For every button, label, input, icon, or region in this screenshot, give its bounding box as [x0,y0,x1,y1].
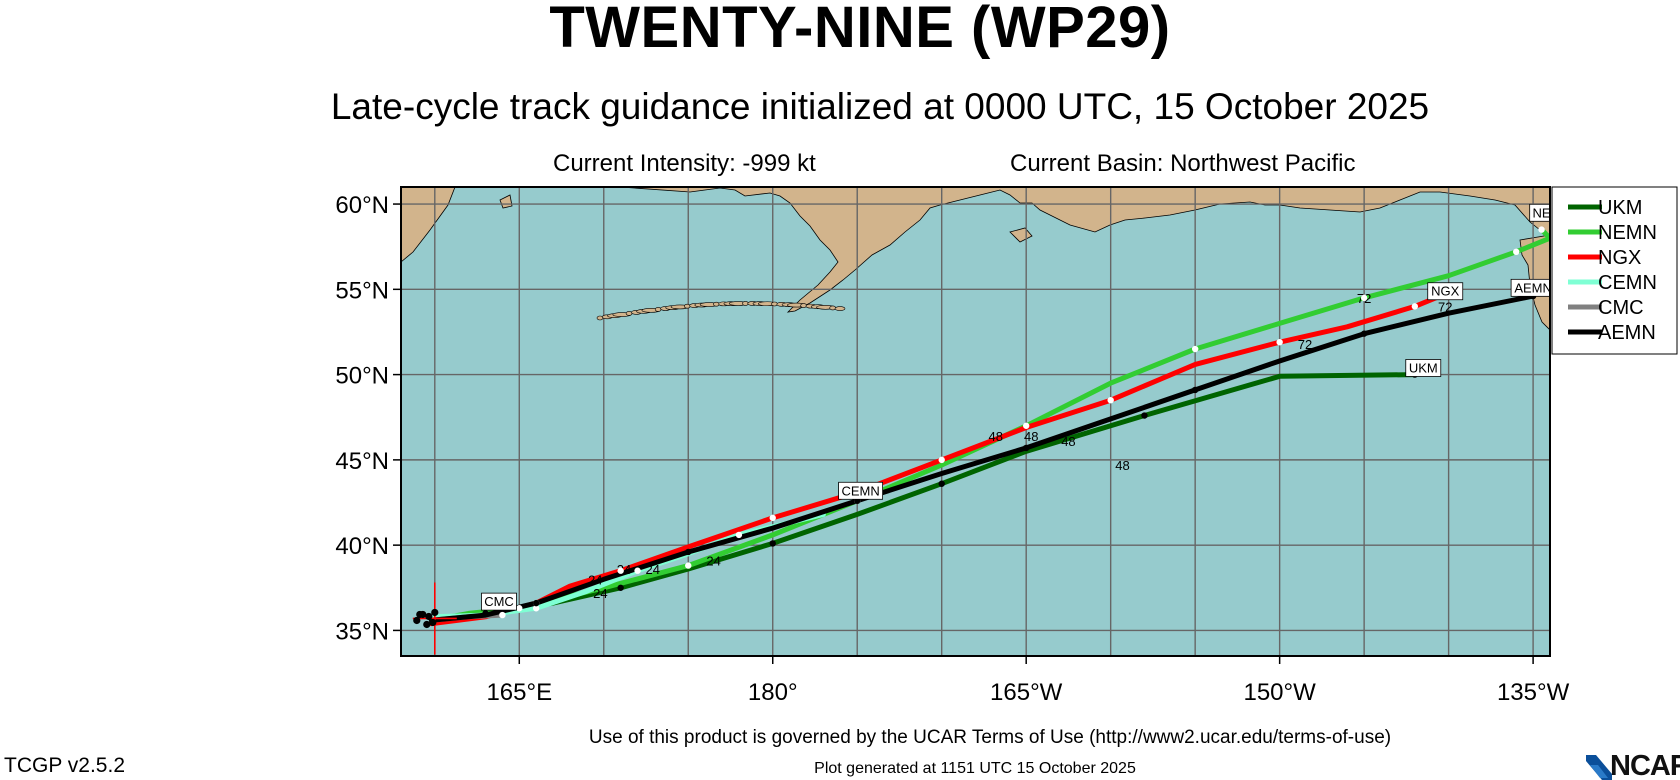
track-dot [1513,248,1520,256]
track-map: 242424242448484848727272 CMCCEMNUKMNGXAE… [335,186,1678,706]
track-dot [938,456,945,464]
track-label-nemn: NEMN [1533,205,1571,220]
track-label-box [838,481,883,500]
track-dot [1107,396,1114,404]
track-label-cemn: CEMN [841,483,879,498]
track-dot [685,548,692,556]
track-dot [735,531,743,539]
track-dot [1538,226,1545,233]
forecast-hour-label: 24 [593,586,607,601]
track-dot [1191,345,1199,353]
legend-label-aemn: AEMN [1598,322,1656,344]
land-siberia-alaska [496,187,1550,313]
lat-label: 60°N [335,192,389,219]
ncar-logo: NCAR [1586,752,1680,780]
lat-label: 45°N [335,448,389,475]
initial-dot [429,618,437,627]
lat-label: 55°N [335,277,389,304]
lon-label: 165°W [990,679,1063,706]
forecast-hour-label: 48 [989,429,1003,444]
track-dot [1360,330,1368,337]
aleutian-island [834,306,846,311]
track-dot [1411,303,1419,310]
track-dot [1191,386,1199,394]
lon-label: 150°W [1243,679,1316,706]
terms-of-use: Use of this product is governed by the U… [588,727,1392,748]
lat-label: 35°N [335,618,389,645]
track-label-cmc: CMC [484,594,514,609]
ncar-logo-mark-icon [1586,755,1612,780]
forecast-hour-label: 24 [646,562,660,577]
track-dot [769,514,776,522]
track-label-box [1405,359,1442,377]
track-dot [769,540,776,547]
track-dot [938,480,945,487]
forecast-hour-label: 24 [706,554,720,569]
forecast-hour-label: 48 [1115,458,1129,473]
track-dot [482,610,489,617]
legend-label-cmc: CMC [1598,297,1644,319]
ncar-logo-text: NCAR [1610,752,1680,780]
forecast-hour-label: 72 [1438,299,1452,314]
lat-label: 50°N [335,363,389,390]
track-end-labels: CMC CEMN UKM NGX AEMN NEMN [481,203,1571,611]
forecast-hour-label: 24 [588,572,602,587]
track-label-box [481,592,517,611]
legend-box [1551,186,1678,355]
initial-dot [423,620,431,629]
track-dot [1141,412,1148,419]
current-intensity: Current Intensity: -999 kt [553,150,816,177]
track-label-box [1510,278,1550,297]
land-kamchatka [401,187,456,263]
version-label: TCGP v2.5.2 [4,754,125,777]
forecast-hour-label: 48 [1024,429,1038,444]
initial-position-marker [412,582,457,655]
legend-label-ngx: NGX [1598,247,1641,269]
track-dot [516,605,523,612]
forecast-hour-label: 48 [1061,434,1075,449]
initial-dot [413,616,421,625]
legend-label-nemn: NEMN [1598,222,1657,244]
forecast-hour-label: 72 [1298,337,1312,352]
initial-dot [431,608,439,617]
page-subtitle: Late-cycle track guidance initialized at… [330,86,1430,127]
lon-label: 180° [748,679,798,706]
legend-label-ukm: UKM [1598,197,1642,219]
initial-dot [425,612,433,621]
track-label-aemn: AEMN [1514,280,1552,295]
plot-generated-label: Plot generated at 1151 UTC 15 October 20… [814,760,1136,777]
track-label-ukm: UKM [1409,360,1438,375]
lon-label: 135°W [1497,679,1570,706]
lon-label: 165°E [486,679,552,706]
track-dot [617,567,624,574]
track-dot [1022,444,1030,452]
current-basin: Current Basin: Northwest Pacific [1010,150,1356,177]
track-dot [1276,338,1283,346]
track-label-ngx: NGX [1431,284,1460,299]
initial-dot [416,610,424,619]
track-label-box [1427,282,1464,301]
lat-label: 40°N [335,533,389,560]
aleutian-islands [596,301,846,321]
track-dot [1022,422,1030,429]
track-dot [499,611,506,619]
legend: UKM NEMN NGX CEMN CMC AEMN [1551,186,1678,355]
track-label-box [1529,203,1550,222]
track-aemn [428,293,1536,623]
longitude-tick-labels: 165°E 180° 165°W 150°W 135°W [486,656,1570,706]
page-title: TWENTY-NINE (WP29) [549,0,1171,60]
track-dot [1360,294,1368,302]
track-dot [634,567,641,574]
track-dot [617,584,624,591]
track-dot [685,562,692,569]
latitude-tick-labels: 60°N 55°N 50°N 45°N 40°N 35°N [335,192,401,645]
track-dot [532,599,540,607]
map-frame [400,186,1551,657]
legend-label-cemn: CEMN [1598,272,1657,294]
forecast-hour-markers: 242424242448484848727272 [588,291,1452,601]
track-dot [532,605,540,612]
